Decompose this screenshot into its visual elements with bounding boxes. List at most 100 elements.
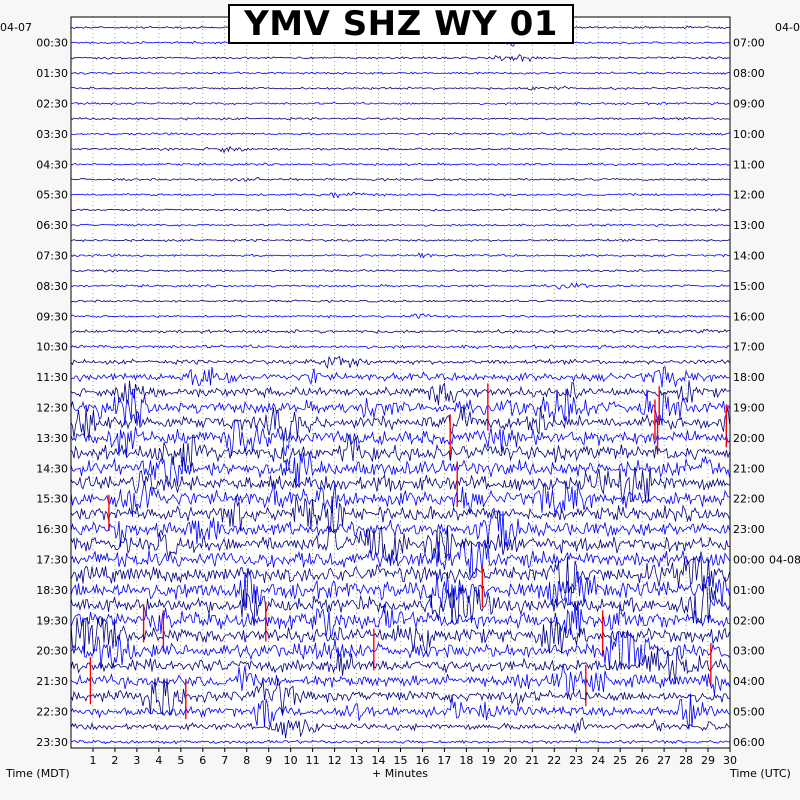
left-time-label: 06:30 [36,219,68,232]
trace-line [70,355,730,369]
right-time-label: 00:00 [733,554,765,567]
x-tick-label: 14 [372,754,386,767]
left-time-label: 15:30 [36,493,68,506]
x-tick-label: 9 [265,754,272,767]
right-time-label: 12:00 [733,189,765,202]
right-time-label: 09:00 [733,98,765,111]
left-time-label: 13:30 [36,432,68,445]
trace-line [70,223,730,227]
trace-line [70,693,730,730]
left-time-label: 22:30 [36,706,68,719]
left-time-label: 16:30 [36,523,68,536]
left-start-date: 04-07 [0,21,32,34]
x-tick-label: 16 [415,754,429,767]
x-tick-label: 4 [155,754,162,767]
seismic-traces [70,25,730,745]
right-time-label: 11:00 [733,158,765,171]
trace-line [71,71,730,75]
x-tick-label: 1 [89,754,96,767]
x-tick-label: 29 [701,754,715,767]
x-tick-label: 25 [613,754,627,767]
left-time-label: 21:30 [36,675,68,688]
x-tick-label: 8 [243,754,250,767]
x-tick-label: 10 [284,754,298,767]
x-tick-label: 13 [350,754,364,767]
right-time-label: 07:00 [733,37,765,50]
trace-line [70,252,730,259]
right-time-label: 23:00 [733,523,765,536]
left-axis-title: Time (MDT) [6,767,70,780]
left-time-label: 10:30 [36,341,68,354]
trace-line [70,556,730,594]
x-tick-label: 24 [591,754,605,767]
left-time-label: 18:30 [36,584,68,597]
trace-line [70,208,730,212]
trace-line [71,85,730,91]
trace-line [70,602,730,637]
left-time-label: 19:30 [36,614,68,627]
x-tick-label: 12 [328,754,342,767]
x-tick-label: 6 [199,754,206,767]
left-time-label: 09:30 [36,310,68,323]
left-time-label: 14:30 [36,462,68,475]
left-time-label: 05:30 [36,189,68,202]
right-time-label: 05:00 [733,706,765,719]
right-time-label: 02:00 [733,614,765,627]
trace-line [70,328,730,335]
trace-line [70,480,730,517]
right-time-label: 13:00 [733,219,765,232]
trace-line [70,380,730,406]
right-time-label: 04:00 [733,675,765,688]
trace-line [70,466,730,502]
x-tick-label: 30 [723,754,737,767]
x-tick-label: 17 [437,754,451,767]
trace-line [70,313,730,320]
trace-line [70,344,730,350]
left-time-label: 02:30 [36,98,68,111]
trace-line [70,434,730,472]
trace-line [70,495,730,533]
x-tick-label: 15 [394,754,408,767]
trace-line [71,145,730,154]
left-time-label: 12:30 [36,402,68,415]
x-tick-label: 20 [503,754,517,767]
x-tick-label: 3 [133,754,140,767]
trace-line [70,191,730,199]
x-tick-label: 26 [635,754,649,767]
trace-line [70,177,730,182]
right-time-label: 22:00 [733,493,765,506]
right-date-change-label: 04-08 [769,554,800,567]
right-time-label: 18:00 [733,371,765,384]
trace-line [70,525,730,564]
x-tick-label: 21 [525,754,539,767]
left-time-label: 01:30 [36,67,68,80]
x-tick-label: 27 [657,754,671,767]
right-time-label: 08:00 [733,67,765,80]
right-time-label: 10:00 [733,128,765,141]
trace-line [70,541,730,578]
trace-line [70,616,730,655]
right-time-label: 21:00 [733,462,765,475]
left-time-label: 20:30 [36,645,68,658]
right-time-label: 03:00 [733,645,765,658]
x-tick-label: 23 [569,754,583,767]
trace-line [70,101,730,106]
trace-line [70,299,730,303]
trace-line [70,282,730,290]
trace-line [70,366,730,388]
right-time-label: 15:00 [733,280,765,293]
trace-line [70,452,730,488]
left-time-label: 17:30 [36,554,68,567]
x-axis-ticks: 1 2 3 4 5 6 7 8 9 10 11 12 13 14 15 16 17 18 19 20 21 22 23 24 2… [89,748,737,767]
left-time-label: 08:30 [36,280,68,293]
left-time-label: 23:30 [36,736,68,749]
x-tick-label: 18 [459,754,473,767]
right-time-label: 20:00 [733,432,765,445]
trace-line [70,404,730,442]
trace-line [70,571,730,608]
trace-line [70,717,730,739]
trace-line [70,632,730,670]
trace-line [70,739,730,745]
x-tick-label: 5 [177,754,184,767]
